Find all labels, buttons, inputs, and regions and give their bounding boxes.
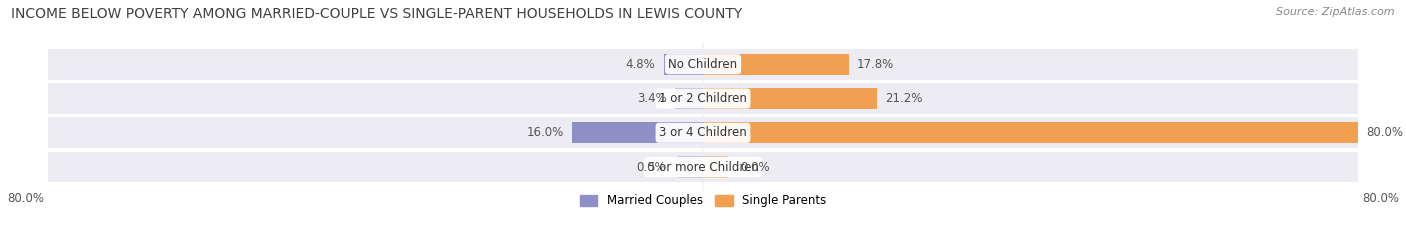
Text: 80.0%: 80.0% bbox=[1362, 192, 1399, 205]
Legend: Married Couples, Single Parents: Married Couples, Single Parents bbox=[575, 190, 831, 212]
Bar bbox=[703, 54, 849, 75]
Bar bbox=[48, 83, 1358, 114]
Text: 5 or more Children: 5 or more Children bbox=[648, 161, 758, 174]
Text: 21.2%: 21.2% bbox=[884, 92, 922, 105]
Text: Source: ZipAtlas.com: Source: ZipAtlas.com bbox=[1277, 7, 1395, 17]
Bar bbox=[664, 54, 703, 75]
Bar bbox=[703, 88, 876, 109]
Text: 3.4%: 3.4% bbox=[637, 92, 666, 105]
Text: 1 or 2 Children: 1 or 2 Children bbox=[659, 92, 747, 105]
Text: 16.0%: 16.0% bbox=[527, 126, 564, 139]
Bar bbox=[48, 49, 1358, 80]
Bar bbox=[572, 122, 703, 143]
Text: 0.0%: 0.0% bbox=[637, 161, 666, 174]
Bar bbox=[703, 156, 727, 178]
Bar bbox=[675, 88, 703, 109]
Text: 0.0%: 0.0% bbox=[740, 161, 769, 174]
Text: 80.0%: 80.0% bbox=[7, 192, 44, 205]
Bar bbox=[48, 117, 1358, 148]
Bar bbox=[48, 152, 1358, 182]
Text: INCOME BELOW POVERTY AMONG MARRIED-COUPLE VS SINGLE-PARENT HOUSEHOLDS IN LEWIS C: INCOME BELOW POVERTY AMONG MARRIED-COUPL… bbox=[11, 7, 742, 21]
Bar bbox=[679, 156, 703, 178]
Text: 4.8%: 4.8% bbox=[626, 58, 655, 71]
Text: 80.0%: 80.0% bbox=[1367, 126, 1403, 139]
Text: 3 or 4 Children: 3 or 4 Children bbox=[659, 126, 747, 139]
Text: 17.8%: 17.8% bbox=[856, 58, 894, 71]
Bar bbox=[703, 122, 1358, 143]
Text: No Children: No Children bbox=[668, 58, 738, 71]
